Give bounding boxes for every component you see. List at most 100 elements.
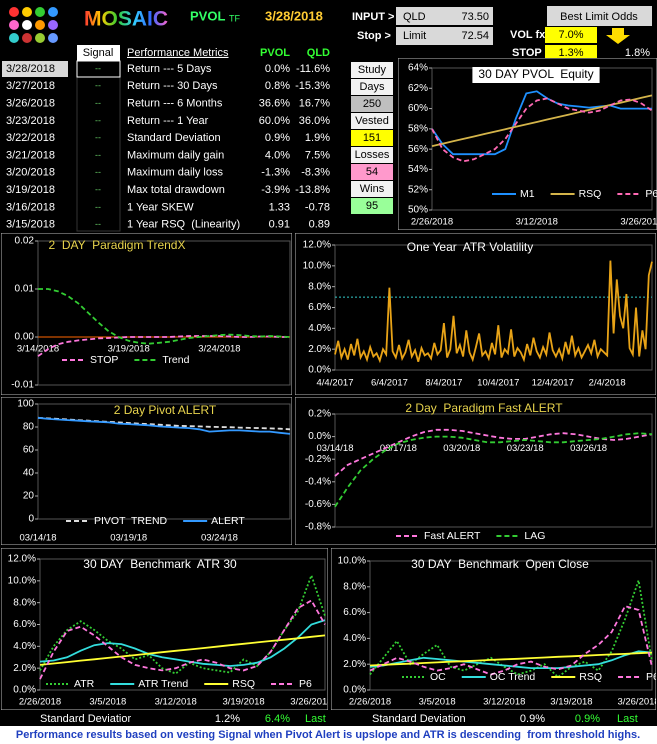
qld-cell: -15.3% xyxy=(295,80,330,92)
y-tick-label: 0.00 xyxy=(15,332,35,343)
y-tick-label: 20 xyxy=(23,491,35,502)
study-box xyxy=(351,113,393,129)
signal-box xyxy=(76,60,121,78)
chart-title: 2 DAY Paradigm TrendX xyxy=(49,238,186,252)
y-tick-label: 62% xyxy=(408,83,428,94)
legend-label: RSQ xyxy=(579,188,602,200)
qld-cell: 7.5% xyxy=(305,149,330,161)
x-tick-label: 03/14/18 xyxy=(317,443,354,454)
logo: MOSAIC xyxy=(84,8,168,31)
study-cell: 54 xyxy=(366,166,378,178)
selected-date-box xyxy=(2,61,68,77)
x-tick-label: 3/19/2018 xyxy=(222,697,264,708)
stop-box xyxy=(545,45,597,61)
y-tick-label: 0.0% xyxy=(308,365,331,376)
chart-panel: 0.0% 2.0% 4.0% 6.0% 8.0% 10.0% 2/26/2018 3/5/20… xyxy=(331,548,657,710)
column-header: Signal xyxy=(83,47,114,59)
signal-cell: -- xyxy=(95,202,101,212)
y-tick-label: 2.0% xyxy=(13,663,36,674)
pvol-cell: 4.0% xyxy=(265,149,290,161)
x-tick-label: 3/26/2018 xyxy=(617,697,657,708)
metric-cell: 1 Year SKEW xyxy=(127,201,194,213)
y-tick-label: 8.0% xyxy=(13,597,36,608)
title-box xyxy=(472,67,600,83)
series-line xyxy=(431,94,653,147)
column-header: Performance Metrics xyxy=(127,47,229,59)
price: 73.50 xyxy=(461,11,489,23)
study-box xyxy=(351,181,393,197)
legend-label: ATR Trend xyxy=(138,678,188,690)
x-tick-label: 3/19/2018 xyxy=(108,344,150,355)
metric-cell: Return --- 30 Days xyxy=(127,80,218,92)
panel-frame xyxy=(398,58,657,230)
metric-cell: Maximum daily gain xyxy=(127,149,224,161)
legend-label: Fast ALERT xyxy=(424,530,481,542)
y-tick-label: 8.0% xyxy=(308,281,331,292)
y-tick-label: 4.0% xyxy=(308,323,331,334)
chart-panel: 0 20 40 60 80 100 03/14/18 03/19/18 03/24/18 PIVO… xyxy=(1,397,292,545)
signal-cell: -- xyxy=(95,167,101,177)
vol: 7.0% xyxy=(558,29,583,41)
y-tick-label: 52% xyxy=(408,184,428,195)
logo-dots xyxy=(9,7,58,43)
legend-label: P6 xyxy=(645,188,657,200)
input-label: INPUT > xyxy=(352,11,394,23)
qld-cell: 16.7% xyxy=(299,98,330,110)
study-cell: Days xyxy=(359,81,385,93)
stats-value: 0.9% xyxy=(520,713,545,725)
x-tick-label: 2/26/2018 xyxy=(349,697,391,708)
study-box xyxy=(351,130,393,146)
chart-panel: 50% 52% 54% 56% 58% 60% 62% 64% 2/26/2018 3/12/20… xyxy=(398,58,657,230)
panel-frame xyxy=(1,397,292,545)
metric-cell: Return --- 6 Months xyxy=(127,98,223,110)
series-line xyxy=(369,650,653,669)
qld-cell: 36.0% xyxy=(299,115,330,127)
qld-cell: 0.89 xyxy=(309,219,330,231)
legend-label: LAG xyxy=(524,530,545,542)
series-line xyxy=(369,580,653,679)
legend-label: OC Trend xyxy=(490,671,536,683)
chart-panel: -0.8% -0.6% -0.4% -0.2% 0.0% 0.2% 03/14/18 03/1… xyxy=(295,397,656,545)
signal-cell: -- xyxy=(95,98,101,108)
product-suffix: TF xyxy=(229,13,240,23)
y-tick-label: -0.01 xyxy=(11,380,34,391)
qld-cell: -11.6% xyxy=(296,63,330,75)
date-cell: 3/20/2018 xyxy=(6,167,55,179)
legend-label: STOP xyxy=(90,354,118,366)
date: 3/28/2018 xyxy=(265,8,323,23)
y-tick-label: 0 xyxy=(28,514,34,525)
stats-label: Standard Deviatior xyxy=(40,713,131,725)
stats-last: Last xyxy=(305,713,326,725)
vol-box xyxy=(545,27,597,43)
x-tick-label: 8/4/2017 xyxy=(425,378,462,389)
series-line xyxy=(334,428,653,477)
y-tick-label: -0.8% xyxy=(305,522,331,533)
panel-frame xyxy=(295,233,656,395)
x-tick-label: 2/26/2018 xyxy=(411,217,453,228)
series-line xyxy=(334,260,653,364)
symbol: QLD xyxy=(403,11,426,23)
chart-title: 2 Day Paradigm Fast ALERT xyxy=(405,401,563,415)
study-cell: 95 xyxy=(366,200,378,212)
limit-label: Limit xyxy=(403,30,426,42)
study-cell: 250 xyxy=(363,98,381,110)
study-cell: 151 xyxy=(363,132,381,144)
y-tick-label: 0.0% xyxy=(13,685,36,696)
legend-label: M1 xyxy=(520,188,535,200)
series-line xyxy=(369,605,653,676)
study-cell: Losses xyxy=(355,149,390,161)
metric-cell: 1 Year RSQ (Linearity) xyxy=(127,219,240,231)
footer-note: Performance results based on vesting Sig… xyxy=(16,729,640,741)
x-tick-label: 03/14/18 xyxy=(20,533,57,544)
study-box xyxy=(351,79,393,95)
x-tick-label: 3/19/2018 xyxy=(550,697,592,708)
arrow-icon xyxy=(606,28,630,44)
stats-value: 6.4% xyxy=(265,713,290,725)
signal-cell: -- xyxy=(95,81,101,91)
date-cell: 3/28/2018 xyxy=(6,63,55,75)
series-line xyxy=(431,97,653,163)
plot-frame xyxy=(37,403,291,520)
date-cell: 3/26/2018 xyxy=(6,98,55,110)
study-cell: Study xyxy=(358,64,387,76)
